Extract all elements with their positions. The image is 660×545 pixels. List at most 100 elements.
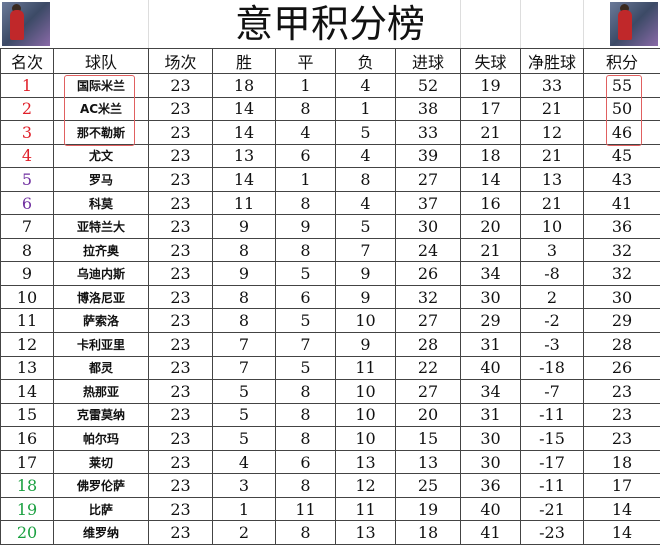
played-cell: 23 xyxy=(149,238,213,262)
team-cell: 维罗纳 xyxy=(54,521,149,545)
won-cell: 9 xyxy=(213,262,276,286)
lost-cell: 4 xyxy=(336,74,396,98)
rank-cell: 8 xyxy=(1,238,54,262)
played-cell: 23 xyxy=(149,333,213,357)
team-cell: 帕尔玛 xyxy=(54,427,149,451)
goal-diff-cell: -23 xyxy=(521,521,584,545)
lost-cell: 4 xyxy=(336,144,396,168)
goals-for-cell: 27 xyxy=(396,309,461,333)
points-cell: 29 xyxy=(584,309,660,333)
played-cell: 23 xyxy=(149,356,213,380)
team-cell: 都灵 xyxy=(54,356,149,380)
rank-cell: 4 xyxy=(1,144,54,168)
points-cell: 23 xyxy=(584,403,660,427)
goals-for-cell: 26 xyxy=(396,262,461,286)
goals-against-cell: 31 xyxy=(461,333,521,357)
goals-for-cell: 27 xyxy=(396,380,461,404)
rank-cell: 13 xyxy=(1,356,54,380)
top3-points-highlight xyxy=(606,75,642,146)
header-points: 积分 xyxy=(584,49,660,74)
goal-diff-cell: 2 xyxy=(521,285,584,309)
won-cell: 1 xyxy=(213,497,276,521)
rank-cell: 9 xyxy=(1,262,54,286)
lost-cell: 10 xyxy=(336,427,396,451)
goals-for-cell: 13 xyxy=(396,450,461,474)
goals-against-cell: 30 xyxy=(461,450,521,474)
won-cell: 14 xyxy=(213,121,276,145)
goals-for-cell: 30 xyxy=(396,215,461,239)
header-lost: 负 xyxy=(336,49,396,74)
played-cell: 23 xyxy=(149,521,213,545)
points-cell: 14 xyxy=(584,521,660,545)
goals-against-cell: 20 xyxy=(461,215,521,239)
header-team: 球队 xyxy=(54,49,149,74)
lost-cell: 10 xyxy=(336,309,396,333)
rank-cell: 3 xyxy=(1,121,54,145)
lost-cell: 11 xyxy=(336,497,396,521)
goal-diff-cell: -11 xyxy=(521,403,584,427)
goal-diff-cell: -8 xyxy=(521,262,584,286)
rank-cell: 2 xyxy=(1,97,54,121)
drawn-cell: 8 xyxy=(276,380,336,404)
goals-against-cell: 21 xyxy=(461,121,521,145)
drawn-cell: 6 xyxy=(276,285,336,309)
drawn-cell: 5 xyxy=(276,262,336,286)
lost-cell: 9 xyxy=(336,285,396,309)
goal-diff-cell: 21 xyxy=(521,144,584,168)
drawn-cell: 5 xyxy=(276,309,336,333)
lost-cell: 4 xyxy=(336,191,396,215)
played-cell: 23 xyxy=(149,121,213,145)
top3-team-highlight xyxy=(64,75,135,146)
drawn-cell: 1 xyxy=(276,74,336,98)
goals-for-cell: 37 xyxy=(396,191,461,215)
drawn-cell: 8 xyxy=(276,191,336,215)
points-cell: 32 xyxy=(584,238,660,262)
goals-for-cell: 38 xyxy=(396,97,461,121)
won-cell: 7 xyxy=(213,356,276,380)
drawn-cell: 8 xyxy=(276,521,336,545)
drawn-cell: 4 xyxy=(276,121,336,145)
goal-diff-cell: -18 xyxy=(521,356,584,380)
team-cell: 乌迪内斯 xyxy=(54,262,149,286)
rank-cell: 18 xyxy=(1,474,54,498)
header-won: 胜 xyxy=(213,49,276,74)
header-goals-against: 失球 xyxy=(461,49,521,74)
goals-against-cell: 14 xyxy=(461,168,521,192)
won-cell: 13 xyxy=(213,144,276,168)
title-row: 意甲积分榜 xyxy=(0,0,660,49)
goals-against-cell: 29 xyxy=(461,309,521,333)
goals-for-cell: 32 xyxy=(396,285,461,309)
goals-against-cell: 30 xyxy=(461,427,521,451)
won-cell: 2 xyxy=(213,521,276,545)
rank-cell: 10 xyxy=(1,285,54,309)
lost-cell: 11 xyxy=(336,356,396,380)
header-drawn: 平 xyxy=(276,49,336,74)
goal-diff-cell: -2 xyxy=(521,309,584,333)
goal-diff-cell: -11 xyxy=(521,474,584,498)
drawn-cell: 9 xyxy=(276,215,336,239)
won-cell: 4 xyxy=(213,450,276,474)
goals-against-cell: 21 xyxy=(461,238,521,262)
goal-diff-cell: -15 xyxy=(521,427,584,451)
points-cell: 26 xyxy=(584,356,660,380)
goals-for-cell: 25 xyxy=(396,474,461,498)
goals-for-cell: 28 xyxy=(396,333,461,357)
rank-cell: 5 xyxy=(1,168,54,192)
goals-against-cell: 40 xyxy=(461,497,521,521)
won-cell: 5 xyxy=(213,380,276,404)
rank-cell: 16 xyxy=(1,427,54,451)
won-cell: 11 xyxy=(213,191,276,215)
points-cell: 36 xyxy=(584,215,660,239)
played-cell: 23 xyxy=(149,497,213,521)
team-cell: 卡利亚里 xyxy=(54,333,149,357)
played-cell: 23 xyxy=(149,474,213,498)
